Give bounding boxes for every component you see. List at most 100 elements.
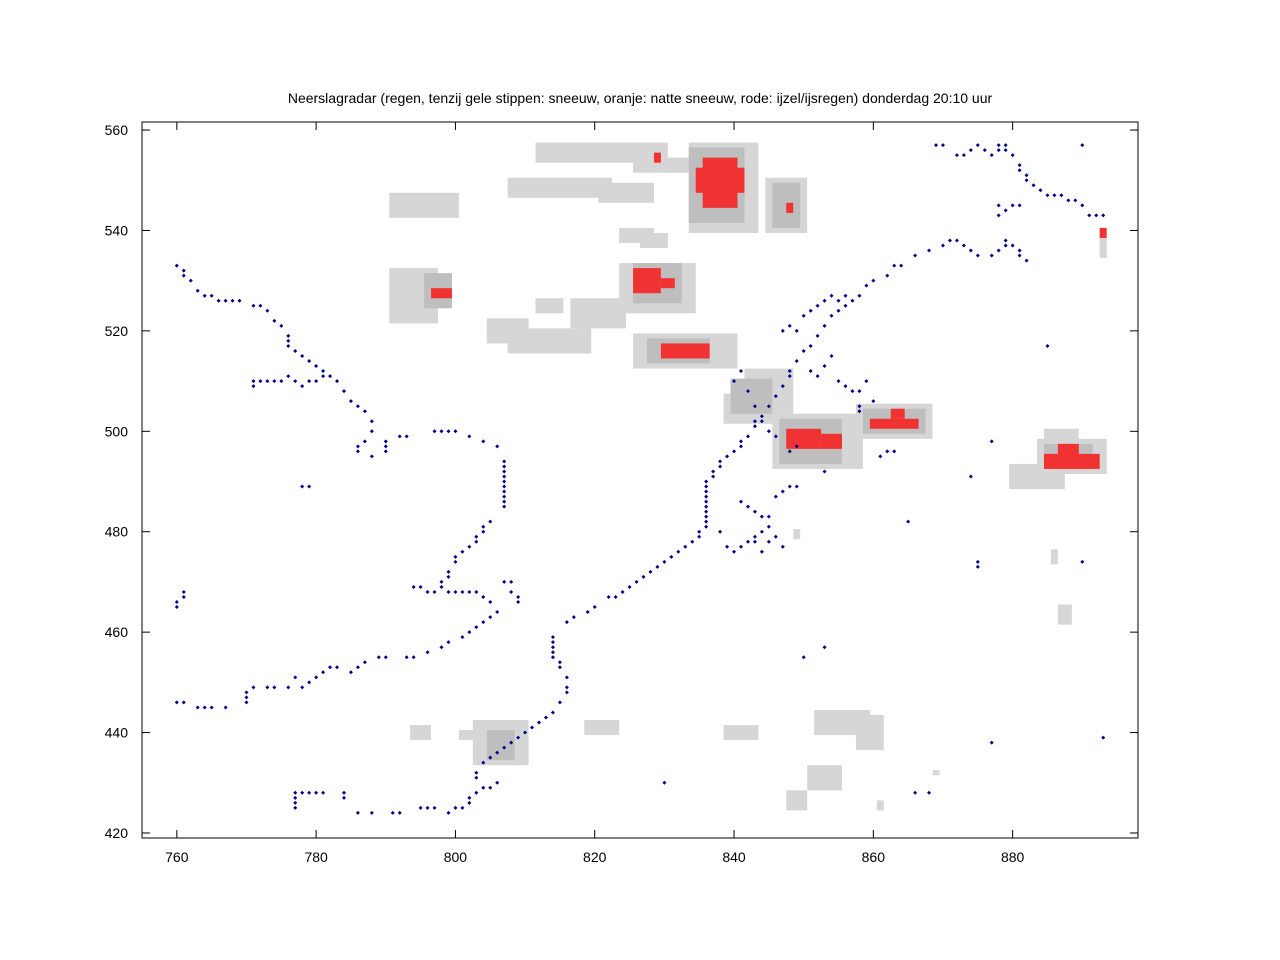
border-dot bbox=[892, 449, 897, 454]
border-dot bbox=[787, 369, 792, 374]
border-dot bbox=[738, 499, 743, 504]
border-dot bbox=[488, 519, 493, 524]
border-dot bbox=[348, 399, 353, 404]
border-dot bbox=[564, 620, 569, 625]
border-dot bbox=[181, 273, 186, 278]
border-dot bbox=[488, 755, 493, 760]
border-dot bbox=[794, 328, 799, 333]
border-dot bbox=[662, 559, 667, 564]
border-dot bbox=[1017, 203, 1022, 208]
precipitation-cell bbox=[458, 730, 487, 741]
border-dot bbox=[620, 589, 625, 594]
border-dot bbox=[822, 364, 827, 369]
border-dot bbox=[439, 429, 444, 434]
border-dot bbox=[502, 474, 507, 479]
border-dot bbox=[460, 805, 465, 810]
border-dot bbox=[1010, 153, 1015, 158]
border-dot bbox=[411, 584, 416, 589]
border-dot bbox=[453, 429, 458, 434]
border-dot bbox=[439, 645, 444, 650]
border-dot bbox=[300, 384, 305, 389]
border-dot bbox=[181, 268, 186, 273]
precipitation-cell bbox=[633, 157, 689, 173]
border-dot bbox=[1080, 143, 1085, 148]
border-dot bbox=[871, 278, 876, 283]
border-dot bbox=[328, 374, 333, 379]
border-dot bbox=[307, 484, 312, 489]
y-tick-label: 460 bbox=[105, 624, 129, 640]
border-dot bbox=[989, 740, 994, 745]
border-dot bbox=[523, 730, 528, 735]
y-tick-label: 560 bbox=[105, 122, 129, 138]
border-dot bbox=[376, 655, 381, 660]
border-dot bbox=[258, 303, 263, 308]
border-dot bbox=[516, 600, 521, 605]
border-dot bbox=[488, 600, 493, 605]
border-dot bbox=[704, 514, 709, 519]
border-dot bbox=[773, 434, 778, 439]
border-dot bbox=[446, 569, 451, 574]
border-dot bbox=[355, 810, 360, 815]
border-dot bbox=[474, 539, 479, 544]
border-dot bbox=[460, 549, 465, 554]
border-dot bbox=[1017, 163, 1022, 168]
border-dot bbox=[968, 474, 973, 479]
border-dot bbox=[961, 243, 966, 248]
precipitation-cell bbox=[730, 378, 773, 414]
border-dot bbox=[989, 253, 994, 258]
border-dot bbox=[913, 253, 918, 258]
border-dot bbox=[815, 374, 820, 379]
border-dot bbox=[871, 399, 876, 404]
border-dot bbox=[383, 449, 388, 454]
border-dot bbox=[864, 379, 869, 384]
border-dot bbox=[836, 379, 841, 384]
border-dot bbox=[954, 238, 959, 243]
border-dot bbox=[1010, 203, 1015, 208]
border-dot bbox=[369, 810, 374, 815]
border-dot bbox=[704, 504, 709, 509]
border-dot bbox=[174, 263, 179, 268]
border-dot bbox=[1024, 173, 1029, 178]
border-dot bbox=[286, 333, 291, 338]
border-dot bbox=[899, 263, 904, 268]
border-dot bbox=[564, 685, 569, 690]
border-dot bbox=[474, 770, 479, 775]
border-dot bbox=[495, 780, 500, 785]
border-dot bbox=[1094, 213, 1099, 218]
border-dot bbox=[432, 429, 437, 434]
border-dot bbox=[321, 790, 326, 795]
border-dot bbox=[996, 203, 1001, 208]
border-dot bbox=[585, 610, 590, 615]
border-dot bbox=[1003, 143, 1008, 148]
border-dot bbox=[606, 594, 611, 599]
border-dot bbox=[272, 318, 277, 323]
precipitation-cell bbox=[1099, 227, 1107, 238]
border-dot bbox=[850, 389, 855, 394]
border-dot bbox=[467, 434, 472, 439]
border-dot bbox=[1038, 188, 1043, 193]
border-dot bbox=[495, 610, 500, 615]
border-dot bbox=[766, 514, 771, 519]
border-dot bbox=[718, 529, 723, 534]
border-dot bbox=[383, 439, 388, 444]
border-dot bbox=[362, 409, 367, 414]
border-dot bbox=[300, 790, 305, 795]
border-dot bbox=[745, 434, 750, 439]
border-dot bbox=[885, 449, 890, 454]
border-dot bbox=[474, 534, 479, 539]
border-dot bbox=[453, 805, 458, 810]
border-dot bbox=[1031, 183, 1036, 188]
border-dot bbox=[1059, 193, 1064, 198]
border-dot bbox=[704, 479, 709, 484]
border-dot bbox=[801, 313, 806, 318]
border-dot bbox=[481, 785, 486, 790]
border-dot bbox=[314, 790, 319, 795]
border-dot bbox=[181, 589, 186, 594]
border-dot bbox=[690, 539, 695, 544]
precipitation-cell bbox=[786, 428, 822, 449]
border-dot bbox=[230, 298, 235, 303]
border-dot bbox=[648, 569, 653, 574]
border-dot bbox=[697, 534, 702, 539]
border-dot bbox=[293, 805, 298, 810]
border-dot bbox=[181, 700, 186, 705]
